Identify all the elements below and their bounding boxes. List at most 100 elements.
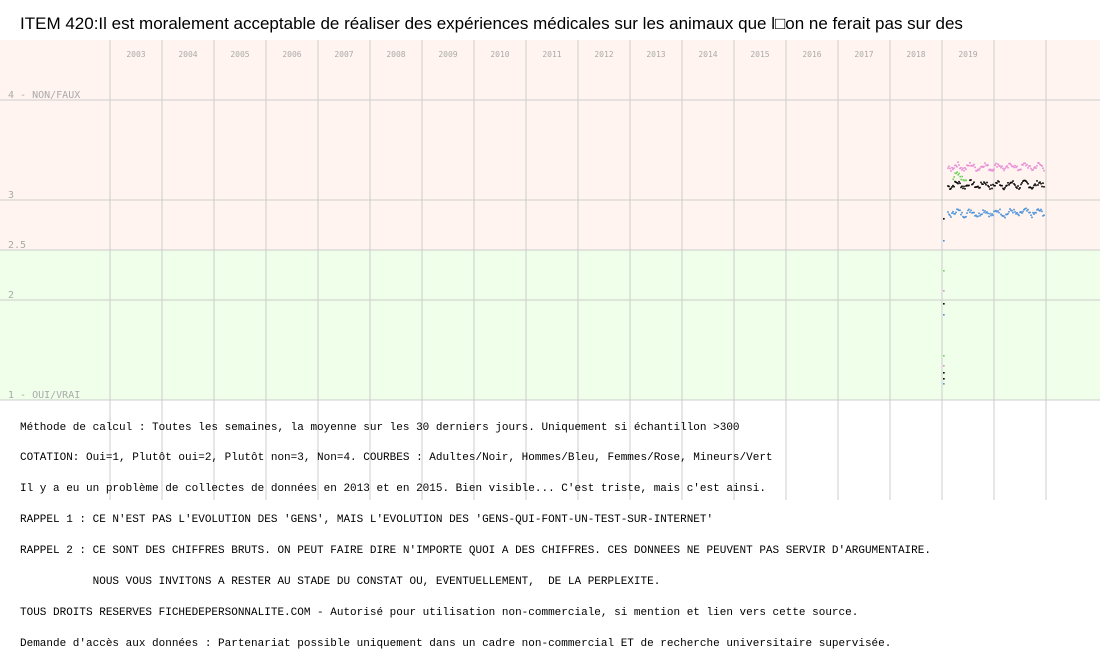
data-point xyxy=(1032,169,1034,171)
data-point xyxy=(1032,186,1034,189)
data-point xyxy=(958,172,960,175)
data-point xyxy=(961,175,963,178)
band-agree xyxy=(0,250,1100,400)
data-point xyxy=(985,212,987,214)
data-point xyxy=(993,210,995,213)
data-point xyxy=(1023,162,1025,165)
data-point xyxy=(968,164,970,167)
data-point xyxy=(1035,167,1037,169)
data-point xyxy=(957,174,959,176)
data-point xyxy=(972,182,974,185)
data-point xyxy=(975,169,977,172)
data-point xyxy=(1002,187,1004,190)
y-tick-label: 1 - OUI/VRAI xyxy=(8,390,80,401)
data-point xyxy=(953,185,955,188)
data-point xyxy=(973,163,975,166)
data-point xyxy=(978,169,980,171)
data-point xyxy=(952,184,954,187)
data-point xyxy=(943,303,945,305)
data-point xyxy=(947,167,949,169)
data-point xyxy=(993,168,995,171)
data-point xyxy=(976,170,978,172)
data-point xyxy=(953,167,955,169)
chart-title: ITEM 420:Il est moralement acceptable de… xyxy=(20,14,963,33)
data-point xyxy=(981,213,983,216)
data-point xyxy=(1027,167,1029,169)
data-point xyxy=(965,215,967,218)
data-point xyxy=(1033,167,1035,169)
data-point xyxy=(959,209,961,212)
data-point xyxy=(953,212,955,215)
data-point xyxy=(943,218,945,220)
data-point xyxy=(989,188,991,190)
data-point xyxy=(998,211,1000,214)
data-point xyxy=(1014,211,1016,213)
data-point xyxy=(1043,185,1045,188)
data-point xyxy=(1017,169,1019,172)
data-point xyxy=(974,186,976,189)
data-point xyxy=(1002,215,1004,217)
data-point xyxy=(1040,164,1042,167)
data-point xyxy=(959,175,961,178)
data-point xyxy=(1027,182,1029,185)
data-point xyxy=(952,178,954,181)
data-point xyxy=(957,182,959,185)
data-point xyxy=(973,211,975,214)
data-point xyxy=(1021,182,1023,184)
data-point xyxy=(969,211,971,214)
data-point xyxy=(1011,209,1013,212)
data-point xyxy=(956,165,958,168)
x-tick-label: 2017 xyxy=(854,50,873,59)
data-point xyxy=(1001,184,1003,187)
data-point xyxy=(1026,210,1028,212)
data-point xyxy=(965,168,967,171)
data-point xyxy=(995,209,997,212)
data-point xyxy=(1041,210,1043,213)
data-point xyxy=(1041,185,1043,188)
data-point xyxy=(1003,169,1005,172)
note-line: Il y a eu un problème de collectes de do… xyxy=(20,483,766,496)
data-point xyxy=(1000,166,1002,169)
data-point xyxy=(961,211,963,214)
data-point xyxy=(1018,169,1020,171)
data-point xyxy=(1041,165,1043,167)
data-point xyxy=(960,178,962,181)
data-point xyxy=(985,183,987,186)
x-tick-label: 2016 xyxy=(802,50,821,59)
data-point xyxy=(1017,185,1019,187)
data-point xyxy=(948,213,950,216)
data-point xyxy=(943,290,945,292)
data-point xyxy=(1013,183,1015,185)
data-point xyxy=(1016,165,1018,168)
data-point xyxy=(963,179,965,182)
data-point xyxy=(980,213,982,216)
data-point xyxy=(1014,164,1016,167)
chart: 2003 2004 2005 2006 2007 2008 2009 2010 2011 2012… xyxy=(0,40,1100,500)
data-point xyxy=(970,165,972,167)
data-point xyxy=(967,164,969,167)
data-point xyxy=(975,186,977,188)
data-point xyxy=(987,184,989,187)
data-point xyxy=(983,181,985,183)
data-point xyxy=(1033,213,1035,215)
data-point xyxy=(1017,213,1019,216)
data-point xyxy=(980,181,982,184)
data-point xyxy=(1015,213,1017,215)
data-point xyxy=(1019,211,1021,214)
data-point xyxy=(995,162,997,165)
data-point xyxy=(1018,214,1020,217)
data-point xyxy=(990,184,992,186)
data-point xyxy=(996,182,998,184)
data-point xyxy=(974,166,976,169)
data-point xyxy=(948,165,950,168)
x-tick-label: 2014 xyxy=(698,50,717,59)
data-point xyxy=(981,165,983,168)
data-point xyxy=(947,211,949,213)
y-tick-label: 2 xyxy=(8,290,14,301)
data-point xyxy=(967,184,969,187)
data-point xyxy=(1020,211,1022,213)
data-point xyxy=(965,179,967,182)
data-point xyxy=(955,211,957,214)
data-point xyxy=(1015,166,1017,169)
data-point xyxy=(999,184,1001,186)
